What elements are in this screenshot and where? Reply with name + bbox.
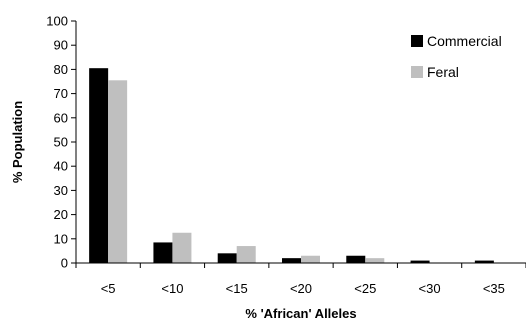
y-tick-label: 80 — [54, 62, 68, 77]
x-tick-label: <5 — [101, 281, 116, 296]
x-axis-title: % 'African' Alleles — [245, 306, 356, 321]
bar-commercial-4 — [346, 255, 366, 263]
x-tick-label: <10 — [161, 281, 183, 296]
bar-commercial-6 — [474, 260, 494, 263]
bar-commercial-0 — [89, 68, 109, 263]
y-tick-label: 30 — [54, 183, 68, 198]
y-axis-title: % Population — [10, 101, 25, 183]
y-tick-label: 20 — [54, 207, 68, 222]
y-tick-label: 0 — [61, 256, 68, 271]
y-tick-label: 100 — [46, 14, 68, 29]
bar-feral-0 — [108, 80, 128, 263]
bar-feral-4 — [365, 258, 385, 263]
bar-commercial-1 — [153, 242, 173, 263]
bar-commercial-5 — [410, 260, 430, 263]
bar-feral-3 — [301, 255, 320, 263]
y-tick-label: 40 — [54, 159, 68, 174]
legend-label-feral: Feral — [427, 64, 459, 80]
legend: Commercial Feral — [411, 33, 502, 80]
bars — [89, 68, 494, 263]
x-tick-label: <25 — [354, 281, 376, 296]
x-tick-label: <20 — [290, 281, 312, 296]
bar-feral-2 — [236, 246, 256, 263]
y-tick-label: 10 — [54, 231, 68, 246]
y-axis-ticks: 0 10 20 30 40 50 60 70 80 90 100 — [46, 14, 76, 271]
bar-feral-1 — [172, 232, 192, 263]
bar-commercial-2 — [217, 253, 237, 263]
legend-label-commercial: Commercial — [427, 33, 502, 49]
legend-swatch-commercial — [411, 35, 423, 47]
x-tick-label: <30 — [419, 281, 441, 296]
y-tick-label: 90 — [54, 38, 68, 53]
bar-commercial-3 — [282, 258, 301, 263]
x-axis-ticks: <5 <10 <15 <20 <25 <30 <35 — [75, 263, 526, 296]
legend-swatch-feral — [411, 66, 423, 78]
y-tick-label: 70 — [54, 86, 68, 101]
y-tick-label: 60 — [54, 110, 68, 125]
y-tick-label: 50 — [54, 135, 68, 150]
x-tick-label: <35 — [483, 281, 505, 296]
x-tick-label: <15 — [226, 281, 248, 296]
